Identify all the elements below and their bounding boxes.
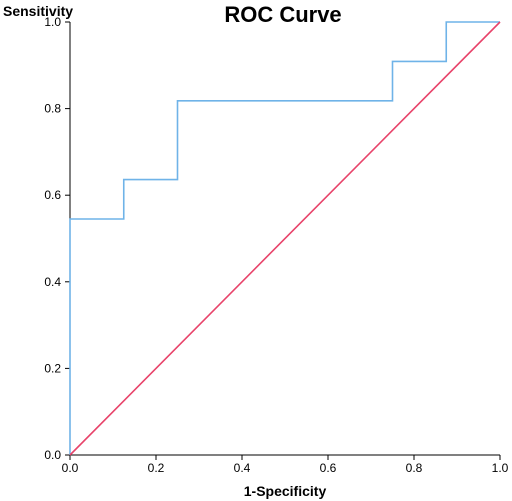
x-tick-label: 0.4 <box>234 461 251 475</box>
x-tick-label: 0.6 <box>320 461 337 475</box>
x-tick-label: 0.8 <box>406 461 423 475</box>
y-tick-label: 0.0 <box>44 448 61 462</box>
roc-curve-line <box>69 21 500 455</box>
x-tick-label: 0.0 <box>62 461 79 475</box>
x-tick-label: 1.0 <box>492 461 509 475</box>
x-tick-label: 0.2 <box>148 461 165 475</box>
chart-title: ROC Curve <box>224 2 341 27</box>
y-ticks: 0.0 0.2 0.4 0.6 0.8 1.0 <box>44 15 70 462</box>
y-axis-label: Sensitivity <box>3 3 73 19</box>
y-tick-label: 0.4 <box>44 275 61 289</box>
reference-diagonal-line <box>69 21 501 456</box>
x-ticks: 0.0 0.2 0.4 0.6 0.8 1.0 <box>62 455 509 475</box>
y-tick-label: 0.6 <box>44 188 61 202</box>
y-tick-label: 0.8 <box>44 102 61 116</box>
y-tick-label: 0.2 <box>44 361 61 375</box>
x-axis-label: 1-Specificity <box>244 483 327 499</box>
y-tick-label: 1.0 <box>44 15 61 29</box>
series-group <box>69 21 501 456</box>
